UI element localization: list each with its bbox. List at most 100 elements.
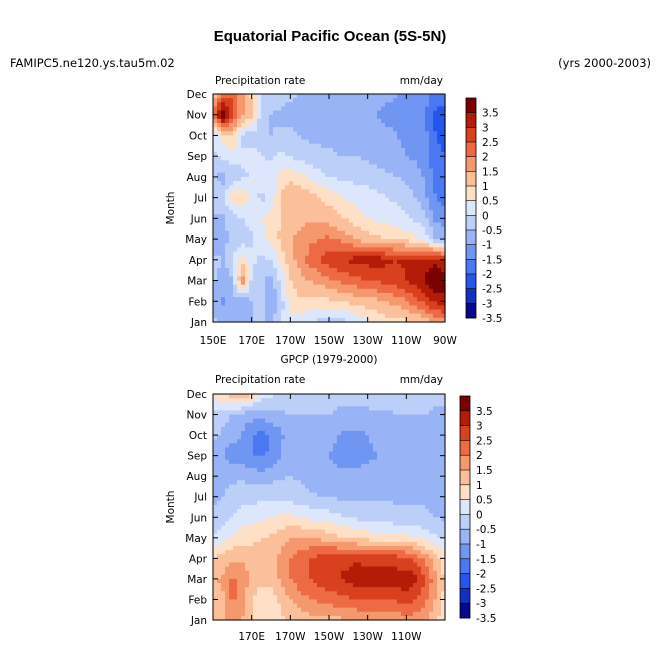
contour-cell (421, 430, 426, 436)
contour-cell (413, 156, 418, 161)
contour-cell (233, 426, 238, 432)
contour-cell (345, 284, 350, 290)
contour-cell (441, 147, 446, 153)
contour-cell (333, 309, 338, 315)
contour-cell (397, 218, 402, 224)
contour-cell (413, 288, 418, 294)
contour-cell (361, 230, 366, 236)
contour-cell (237, 488, 242, 494)
contour-cell (349, 106, 354, 112)
contour-cell (293, 94, 298, 99)
contour-cell (233, 276, 238, 282)
contour-cell (329, 98, 334, 103)
contour-cell (441, 205, 446, 211)
contour-cell (297, 226, 302, 232)
contour-cell (421, 280, 426, 286)
contour-cell (305, 496, 310, 502)
contour-cell (237, 214, 242, 219)
contour-cell (241, 309, 246, 315)
contour-cell (417, 398, 422, 403)
contour-cell (369, 263, 374, 269)
contour-cell (233, 263, 238, 269)
contour-cell (429, 230, 434, 236)
contour-cell (365, 139, 370, 145)
contour-cell (429, 123, 434, 128)
contour-cell (309, 185, 314, 190)
contour-cell (269, 309, 274, 315)
contour-cell (397, 230, 402, 236)
contour-cell (337, 455, 342, 461)
contour-cell (285, 288, 290, 294)
contour-cell (289, 288, 294, 294)
contour-cell (389, 222, 394, 228)
contour-cell (437, 102, 442, 108)
contour-cell (229, 476, 234, 481)
contour-cell (421, 276, 426, 282)
contour-cell (365, 123, 370, 128)
contour-cell (257, 500, 262, 506)
contour-cell (409, 459, 414, 465)
contour-cell (265, 160, 270, 166)
contour-cell (365, 118, 370, 124)
contour-cell (273, 160, 278, 166)
contour-cell (405, 143, 410, 149)
contour-cell (313, 313, 318, 319)
contour-cell (281, 451, 286, 457)
contour-cell (305, 472, 310, 477)
contour-cell (417, 106, 422, 112)
contour-cell (321, 410, 326, 416)
contour-cell (277, 504, 282, 510)
contour-cell (341, 402, 346, 407)
contour-cell (393, 463, 398, 469)
contour-cell (281, 480, 286, 485)
contour-cell (353, 243, 358, 248)
contour-cell (269, 185, 274, 190)
contour-cell (289, 398, 294, 403)
contour-cell (377, 197, 382, 203)
contour-cell (409, 272, 414, 277)
contour-cell (425, 480, 430, 485)
contour-cell (277, 422, 282, 428)
contour-cell (289, 268, 294, 273)
contour-cell (361, 247, 366, 253)
contour-cell (365, 309, 370, 315)
contour-cell (333, 402, 338, 407)
contour-cell (245, 414, 250, 420)
contour-cell (393, 185, 398, 190)
contour-cell (233, 189, 238, 195)
contour-cell (413, 276, 418, 282)
contour-cell (237, 205, 242, 211)
contour-cell (357, 451, 362, 457)
contour-cell (389, 430, 394, 436)
contour-cell (237, 422, 242, 428)
contour-cell (281, 301, 286, 307)
contour-cell (441, 496, 446, 502)
contour-cell (369, 102, 374, 108)
contour-cell (237, 476, 242, 481)
contour-cell (277, 263, 282, 269)
contour-cell (233, 214, 238, 219)
contour-cell (253, 143, 258, 149)
contour-cell (417, 504, 422, 510)
contour-cell (333, 418, 338, 424)
contour-cell (369, 110, 374, 116)
contour-cell (241, 480, 246, 485)
contour-cell (385, 168, 390, 174)
contour-cell (333, 201, 338, 207)
contour-cell (441, 135, 446, 141)
contour-cell (237, 189, 242, 195)
contour-cell (297, 152, 302, 157)
contour-cell (241, 123, 246, 128)
contour-cell (269, 114, 274, 120)
contour-cell (221, 476, 226, 481)
contour-cell (341, 160, 346, 166)
contour-cell (233, 394, 238, 399)
model-panel: Precipitation rate mm/dayJanFebMarAprMayJ… (165, 75, 503, 347)
contour-cell (321, 402, 326, 407)
contour-cell (377, 406, 382, 412)
contour-cell (437, 172, 442, 178)
contour-cell (421, 422, 426, 428)
contour-cell (221, 313, 226, 319)
contour-cell (381, 201, 386, 207)
contour-cell (377, 309, 382, 315)
